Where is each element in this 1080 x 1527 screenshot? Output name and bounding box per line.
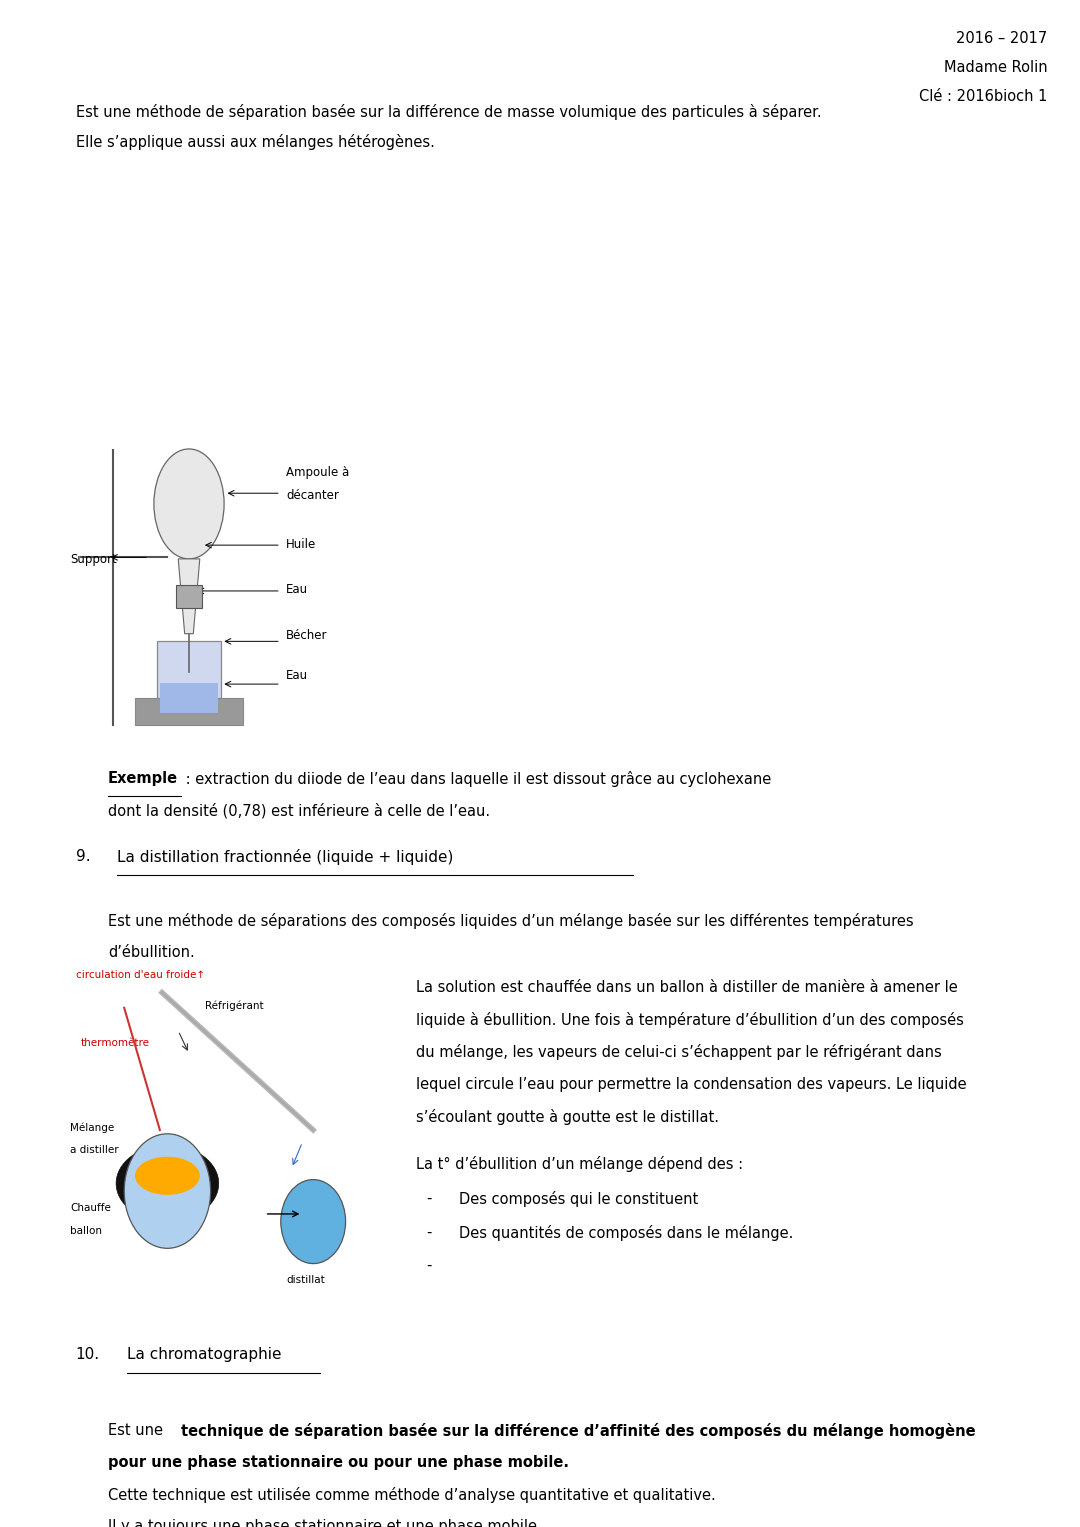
Text: Est une méthode de séparations des composés liquides d’un mélange basée sur les : Est une méthode de séparations des compo…: [108, 913, 914, 928]
Text: liquide à ébullition. Une fois à température d’ébullition d’un des composés: liquide à ébullition. Une fois à tempéra…: [416, 1012, 963, 1028]
Text: Est une méthode de séparation basée sur la différence de masse volumique des par: Est une méthode de séparation basée sur …: [76, 104, 821, 119]
Text: Eau: Eau: [286, 583, 308, 597]
Text: Des quantités de composés dans le mélange.: Des quantités de composés dans le mélang…: [459, 1225, 794, 1240]
FancyBboxPatch shape: [157, 641, 221, 718]
Polygon shape: [178, 559, 200, 634]
FancyBboxPatch shape: [135, 698, 243, 725]
Text: Eau: Eau: [286, 669, 308, 683]
Text: La t° d’ébullition d’un mélange dépend des :: La t° d’ébullition d’un mélange dépend d…: [416, 1156, 743, 1171]
Text: a distiller: a distiller: [70, 1145, 119, 1156]
Text: Est une: Est une: [108, 1423, 167, 1438]
Text: Il y a toujours une phase stationnaire et une phase mobile.: Il y a toujours une phase stationnaire e…: [108, 1519, 542, 1527]
Text: 2016 – 2017: 2016 – 2017: [957, 31, 1048, 46]
Text: pour une phase stationnaire ou pour une phase mobile.: pour une phase stationnaire ou pour une …: [108, 1455, 569, 1471]
Text: Cette technique est utilisée comme méthode d’analyse quantitative et qualitative: Cette technique est utilisée comme métho…: [108, 1487, 716, 1503]
Text: -: -: [427, 1258, 432, 1274]
Text: Exemple: Exemple: [108, 771, 178, 786]
Text: lequel circule l’eau pour permettre la condensation des vapeurs. Le liquide: lequel circule l’eau pour permettre la c…: [416, 1077, 967, 1092]
Text: -: -: [427, 1191, 432, 1206]
Text: Mélange: Mélange: [70, 1122, 114, 1133]
Text: ballon: ballon: [70, 1226, 103, 1237]
Ellipse shape: [281, 1179, 346, 1264]
Text: thermomètre: thermomètre: [81, 1038, 150, 1049]
FancyBboxPatch shape: [176, 585, 202, 608]
Text: du mélange, les vapeurs de celui-ci s’échappent par le réfrigérant dans: du mélange, les vapeurs de celui-ci s’éc…: [416, 1044, 942, 1060]
Ellipse shape: [124, 1133, 211, 1249]
Text: Huile: Huile: [286, 538, 316, 551]
Text: Des composés qui le constituent: Des composés qui le constituent: [459, 1191, 699, 1206]
Text: Chauffe: Chauffe: [70, 1203, 111, 1214]
Text: dont la densité (0,78) est inférieure à celle de l’eau.: dont la densité (0,78) est inférieure à …: [108, 803, 490, 818]
Ellipse shape: [117, 1145, 219, 1222]
Text: Madame Rolin: Madame Rolin: [944, 60, 1048, 75]
Text: décanter: décanter: [286, 489, 339, 502]
Ellipse shape: [135, 1157, 200, 1194]
Ellipse shape: [153, 449, 225, 559]
Text: technique de séparation basée sur la différence d’affinité des composés du mélan: technique de séparation basée sur la dif…: [181, 1423, 976, 1438]
Text: 9.: 9.: [76, 849, 91, 864]
Text: Ampoule à: Ampoule à: [286, 466, 350, 479]
Text: : extraction du diiode de l’eau dans laquelle il est dissout grâce au cyclohexan: : extraction du diiode de l’eau dans laq…: [181, 771, 772, 786]
Text: 10.: 10.: [76, 1347, 99, 1362]
Text: distillat: distillat: [286, 1275, 325, 1286]
Text: La chromatographie: La chromatographie: [127, 1347, 282, 1362]
Text: -: -: [427, 1225, 432, 1240]
FancyBboxPatch shape: [160, 683, 218, 713]
Text: La distillation fractionnée (liquide + liquide): La distillation fractionnée (liquide + l…: [117, 849, 453, 864]
Text: Bécher: Bécher: [286, 629, 327, 643]
Text: Réfrigérant: Réfrigérant: [205, 1000, 264, 1011]
Text: Clé : 2016bioch 1: Clé : 2016bioch 1: [919, 89, 1048, 104]
Text: s’écoulant goutte à goutte est le distillat.: s’écoulant goutte à goutte est le distil…: [416, 1109, 719, 1124]
Text: Support: Support: [70, 553, 117, 567]
Text: circulation d'eau froide↑: circulation d'eau froide↑: [76, 970, 205, 980]
Text: Elle s’applique aussi aux mélanges hétérogènes.: Elle s’applique aussi aux mélanges hétér…: [76, 134, 434, 150]
Text: La solution est chauffée dans un ballon à distiller de manière à amener le: La solution est chauffée dans un ballon …: [416, 980, 958, 996]
Text: d’ébullition.: d’ébullition.: [108, 945, 194, 960]
